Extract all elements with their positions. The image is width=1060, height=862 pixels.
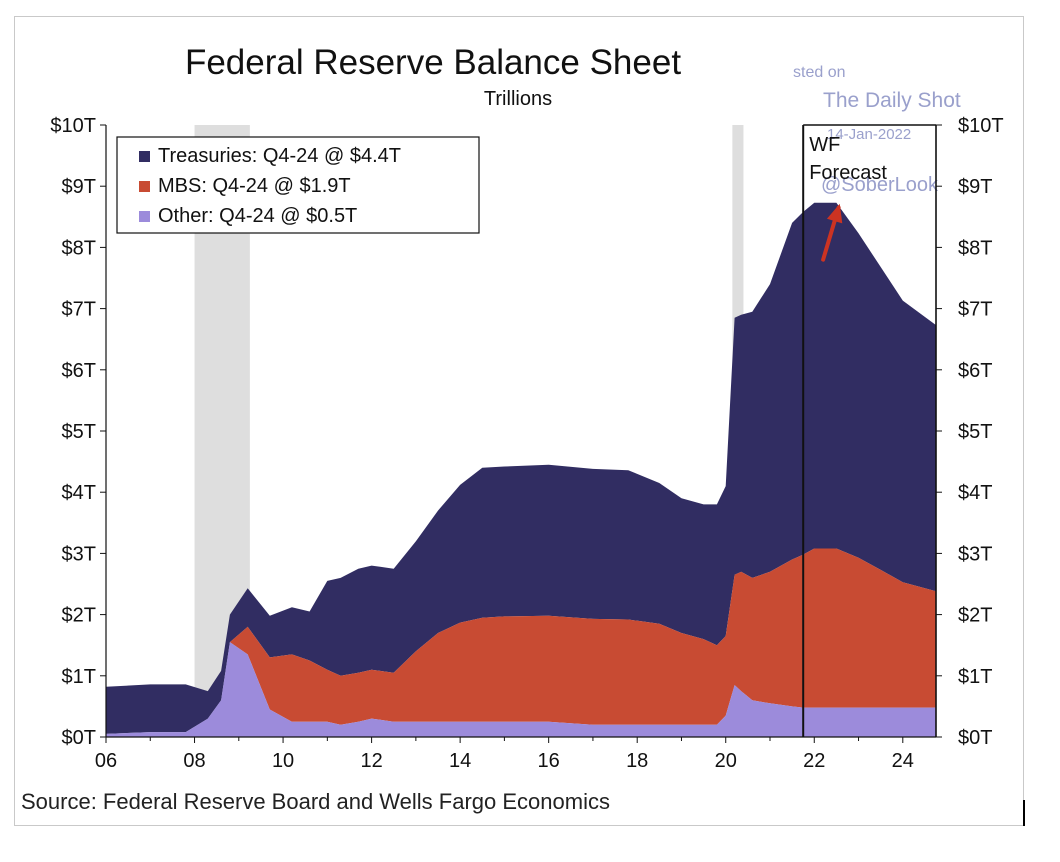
watermark-group: sted on The Daily Shot 14-Jan-2022 @Sobe… xyxy=(793,64,961,196)
chart-source: Source: Federal Reserve Board and Wells … xyxy=(21,789,610,814)
y-tick-label-left: $0T xyxy=(62,727,96,749)
forecast-label-line-2: Forecast xyxy=(809,162,887,184)
y-tick-label-left: $2T xyxy=(62,605,96,627)
y-tick-label-right: $1T xyxy=(958,666,992,688)
x-tick-label: 16 xyxy=(538,750,560,772)
x-tick-label: 24 xyxy=(892,750,914,772)
watermark-line-1: sted on xyxy=(793,64,845,81)
text-cursor-mark xyxy=(1023,800,1025,826)
y-tick-label-left: $1T xyxy=(62,666,96,688)
legend-label-2: MBS: Q4-24 @ $1.9T xyxy=(158,175,351,197)
x-tick-label: 18 xyxy=(626,750,648,772)
legend-swatch-1 xyxy=(139,151,150,162)
area-treasuries xyxy=(106,202,936,734)
chart: sted on The Daily Shot 14-Jan-2022 @Sobe… xyxy=(21,43,1004,814)
y-tick-label-left: $9T xyxy=(62,176,96,198)
area-mbs xyxy=(106,548,936,734)
y-tick-label-right: $5T xyxy=(958,421,992,443)
legend-swatch-2 xyxy=(139,181,150,192)
legend: Treasuries: Q4-24 @ $4.4T MBS: Q4-24 @ $1… xyxy=(116,136,480,234)
y-tick-label-right: $8T xyxy=(958,237,992,259)
watermark-line-4: @SoberLook xyxy=(821,174,939,196)
forecast-arrow-head xyxy=(826,203,843,224)
y-tick-label-right: $7T xyxy=(958,299,992,321)
y-tick-label-left: $4T xyxy=(62,482,96,504)
y-tick-label-left: $6T xyxy=(62,360,96,382)
y-tick-label-right: $0T xyxy=(958,727,992,749)
y-tick-label-right: $2T xyxy=(958,605,992,627)
y-tick-label-right: $3T xyxy=(958,543,992,565)
legend-label-1: Treasuries: Q4-24 @ $4.4T xyxy=(158,145,401,167)
legend-box xyxy=(116,136,480,234)
y-tick-label-left: $10T xyxy=(50,115,96,137)
legend-swatch-3 xyxy=(139,211,150,222)
y-tick-label-left: $3T xyxy=(62,543,96,565)
y-tick-label-right: $4T xyxy=(958,482,992,504)
x-tick-label: 06 xyxy=(95,750,117,772)
y-tick-label-right: $10T xyxy=(958,115,1004,137)
area-other xyxy=(106,642,936,737)
x-tick-label: 12 xyxy=(360,750,382,772)
chart-subtitle: Trillions xyxy=(484,88,552,110)
chart-frame: sted on The Daily Shot 14-Jan-2022 @Sobe… xyxy=(14,16,1024,826)
x-tick-label: 10 xyxy=(272,750,294,772)
watermark-line-3: 14-Jan-2022 xyxy=(827,126,911,143)
x-tick-label: 20 xyxy=(715,750,737,772)
y-tick-label-right: $9T xyxy=(958,176,992,198)
y-tick-label-left: $7T xyxy=(62,299,96,321)
y-tick-label-right: $6T xyxy=(958,360,992,382)
axes-group: $0T $0T $1T $1T $2T $2T $3T $3T $4T $4T $5T $5T $6T $… xyxy=(50,115,1003,772)
chart-title: Federal Reserve Balance Sheet xyxy=(185,43,681,82)
x-tick-label: 22 xyxy=(803,750,825,772)
x-tick-label: 08 xyxy=(183,750,205,772)
area-series-group xyxy=(106,202,936,737)
x-tick-label: 14 xyxy=(449,750,471,772)
y-tick-label-left: $8T xyxy=(62,237,96,259)
legend-label-3: Other: Q4-24 @ $0.5T xyxy=(158,205,357,227)
y-tick-label-left: $5T xyxy=(62,421,96,443)
forecast-label-line-1: WF xyxy=(809,134,840,156)
watermark-line-2: The Daily Shot xyxy=(823,89,961,112)
